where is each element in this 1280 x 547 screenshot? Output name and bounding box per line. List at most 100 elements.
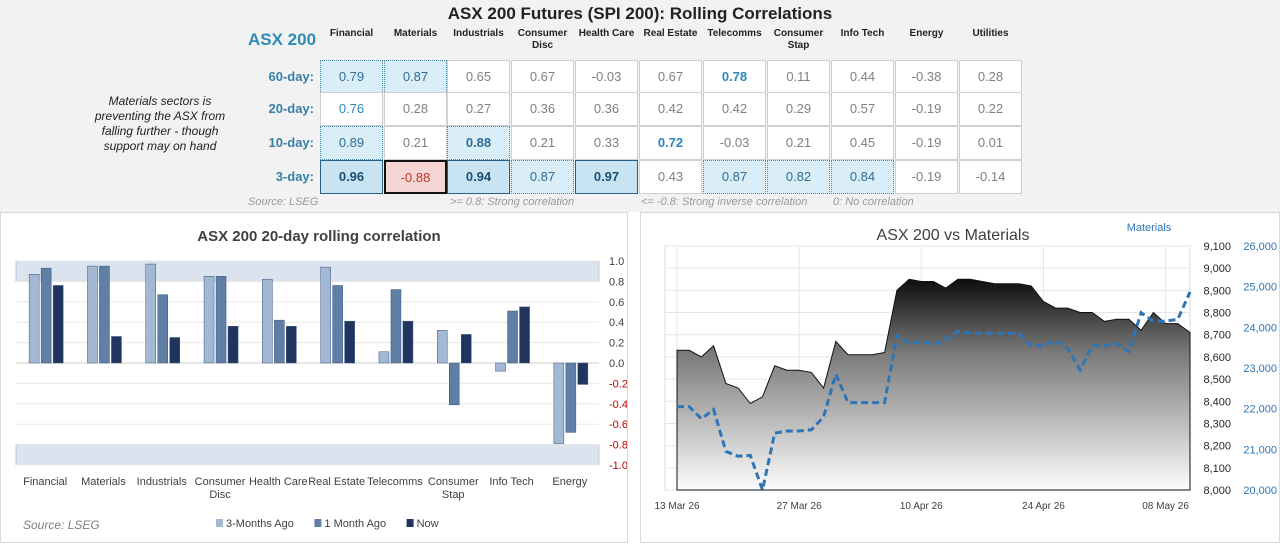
left-axis-tick: 8,400: [1203, 396, 1231, 408]
correlation-cell: 0.43: [639, 160, 702, 194]
row-label: 20-day:: [268, 101, 314, 116]
area-line-chart: ASX 200 vs Materials 13 Mar 26 27 Mar 26 10…: [654, 222, 1277, 512]
bar: [262, 279, 273, 364]
correlation-cell: 0.27: [447, 92, 510, 126]
correlation-cell: 0.97: [575, 160, 638, 194]
x-category-label: Disc: [209, 489, 231, 501]
correlation-cell: 0.33: [575, 126, 638, 160]
correlation-cell: 0.01: [959, 126, 1022, 160]
legend-swatch: [314, 519, 322, 527]
right-axis-tick: 22,000: [1243, 404, 1277, 416]
chart-title: ASX 200 20-day rolling correlation: [197, 228, 440, 245]
bar: [390, 289, 402, 364]
correlation-cell: 0.44: [831, 60, 894, 94]
y-tick-label: -0.2: [609, 378, 627, 390]
x-category-label: Industrials: [137, 476, 188, 488]
correlation-cell: -0.03: [575, 60, 638, 94]
bar: [461, 334, 472, 364]
correlation-cell: -0.19: [895, 160, 958, 194]
correlation-cell: 0.22: [959, 92, 1022, 126]
y-tick-label: 0.8: [609, 276, 624, 288]
bar: [565, 362, 577, 433]
correlation-cell: 0.21: [384, 126, 447, 160]
left-axis-tick: 8,000: [1203, 485, 1231, 497]
x-tick-label: 13 Mar 26: [654, 501, 699, 512]
y-tick-label: 0.4: [609, 317, 624, 329]
column-header: Info Tech: [840, 28, 885, 39]
correlation-cell: 0.67: [639, 60, 702, 94]
column-header: Telecomms: [707, 28, 762, 39]
right-axis-tick: 24,000: [1243, 322, 1277, 334]
column-header: Energy: [909, 28, 944, 39]
correlation-cell: 0.28: [959, 60, 1022, 94]
column-header: Materials: [393, 28, 438, 39]
x-category-label: Energy: [552, 476, 587, 488]
correlation-cell: 0.94: [447, 160, 510, 194]
correlation-cell: 0.36: [511, 92, 574, 126]
x-category-label: Consumer: [195, 476, 246, 488]
correlation-cell: 0.79: [320, 60, 383, 94]
x-tick-label: 27 Mar 26: [777, 501, 822, 512]
legend-none: 0: No correlation: [833, 196, 914, 208]
y-tick-label: 1.0: [609, 256, 624, 268]
x-category-label: Health Care: [249, 476, 308, 488]
correlation-cell: 0.84: [831, 160, 894, 194]
bar: [111, 336, 122, 364]
x-tick-label: 10 Apr 26: [900, 501, 943, 512]
left-axis-tick: 9,100: [1203, 241, 1231, 253]
commentary-note: Materials sectors is preventing the ASX …: [94, 94, 226, 153]
correlation-cell: 0.67: [511, 60, 574, 94]
correlation-cell: 0.87: [703, 160, 766, 194]
bar: [40, 267, 52, 364]
correlation-cell: 0.89: [320, 126, 383, 160]
table-source: Source: LSEG: [248, 196, 319, 208]
correlation-cell: 0.96: [320, 160, 383, 194]
y-tick-label: -1.0: [609, 460, 627, 472]
left-axis-tick: 8,300: [1203, 418, 1231, 430]
correlation-cell: 0.82: [767, 160, 830, 194]
bar: [495, 362, 506, 372]
bar: [28, 274, 40, 364]
y-tick-label: -0.4: [609, 399, 627, 411]
legend-label: Now: [417, 518, 439, 530]
bar: [215, 276, 227, 364]
bar: [169, 337, 180, 364]
correlation-cell: 0.76: [320, 92, 383, 126]
bar: [437, 330, 448, 364]
correlation-cell: -0.88: [384, 160, 447, 194]
correlation-cell: 0.11: [767, 60, 830, 94]
x-category-label: Telecomms: [367, 476, 423, 488]
row-label: 60-day:: [268, 69, 314, 84]
correlation-cell: 0.29: [767, 92, 830, 126]
x-category-label: Info Tech: [489, 476, 533, 488]
x-category-label: Stap: [442, 489, 465, 501]
correlation-cell: 0.45: [831, 126, 894, 160]
correlation-cell: 0.21: [511, 126, 574, 160]
left-axis-tick: 8,100: [1203, 463, 1231, 475]
line-chart-panel: ASX 200 vs Materials 13 Mar 26 27 Mar 26 10…: [640, 212, 1280, 543]
bar: [274, 319, 285, 364]
legend-swatch: [216, 519, 223, 527]
chart-source: Source: LSEG: [23, 518, 100, 532]
x-category-label: Real Estate: [308, 476, 365, 488]
y-tick-label: 0.2: [609, 338, 624, 350]
bar: [553, 362, 565, 444]
left-axis-tick: 8,600: [1203, 352, 1231, 364]
chart-title: ASX 200 vs Materials: [877, 227, 1030, 244]
correlation-cell: 0.57: [831, 92, 894, 126]
y-tick-label: -0.8: [609, 440, 627, 452]
left-axis-tick: 8,200: [1203, 441, 1231, 453]
correlation-cell: 0.78: [703, 60, 766, 94]
bar: [577, 362, 589, 385]
legend-inverse: <= -0.8: Strong inverse correlation: [641, 196, 808, 208]
correlation-cell: -0.19: [895, 92, 958, 126]
legend-label: 3-Months Ago: [226, 518, 294, 530]
correlation-cell: -0.19: [895, 126, 958, 160]
bar: [99, 265, 110, 364]
column-header: Financial: [329, 28, 374, 39]
correlation-cell: 0.65: [447, 60, 510, 94]
left-axis-tick: 8,700: [1203, 330, 1231, 342]
correlation-cell: 0.88: [447, 126, 510, 160]
right-axis-tick: 20,000: [1243, 485, 1277, 497]
column-header: Consumer Stap: [773, 28, 824, 51]
